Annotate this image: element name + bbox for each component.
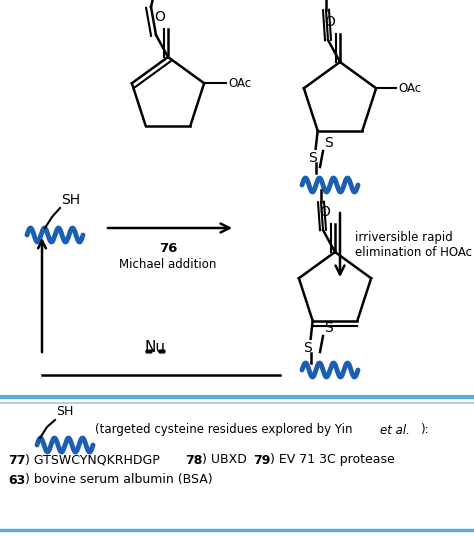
Text: SH: SH: [56, 405, 73, 418]
Text: 79: 79: [253, 453, 270, 466]
Text: ) GTSWCYNQKRHDGP: ) GTSWCYNQKRHDGP: [25, 453, 164, 466]
Text: ) UBXD: ) UBXD: [202, 453, 251, 466]
Text: S: S: [324, 136, 333, 150]
Text: 63: 63: [8, 473, 25, 487]
Text: ) bovine serum albumin (BSA): ) bovine serum albumin (BSA): [25, 473, 213, 487]
Text: ):: ):: [420, 423, 428, 436]
Text: S: S: [308, 151, 317, 165]
Text: et al.: et al.: [380, 423, 410, 436]
Text: S: S: [303, 341, 312, 355]
Text: O: O: [319, 205, 330, 219]
Text: O: O: [325, 15, 336, 29]
Text: 76: 76: [159, 242, 177, 255]
Text: ) EV 71 3C protease: ) EV 71 3C protease: [270, 453, 395, 466]
Text: OAc: OAc: [398, 82, 421, 95]
Text: Michael addition: Michael addition: [119, 258, 217, 272]
Text: Nu: Nu: [145, 340, 165, 355]
Text: S: S: [324, 321, 333, 335]
Text: irriversible rapid
elimination of HOAc: irriversible rapid elimination of HOAc: [355, 231, 472, 259]
Text: OAc: OAc: [228, 77, 251, 90]
Text: (targeted cysteine residues explored by Yin: (targeted cysteine residues explored by …: [95, 423, 356, 436]
Text: 78: 78: [185, 453, 202, 466]
Text: O: O: [155, 10, 165, 24]
Text: SH: SH: [61, 193, 80, 207]
Text: 77: 77: [8, 453, 26, 466]
